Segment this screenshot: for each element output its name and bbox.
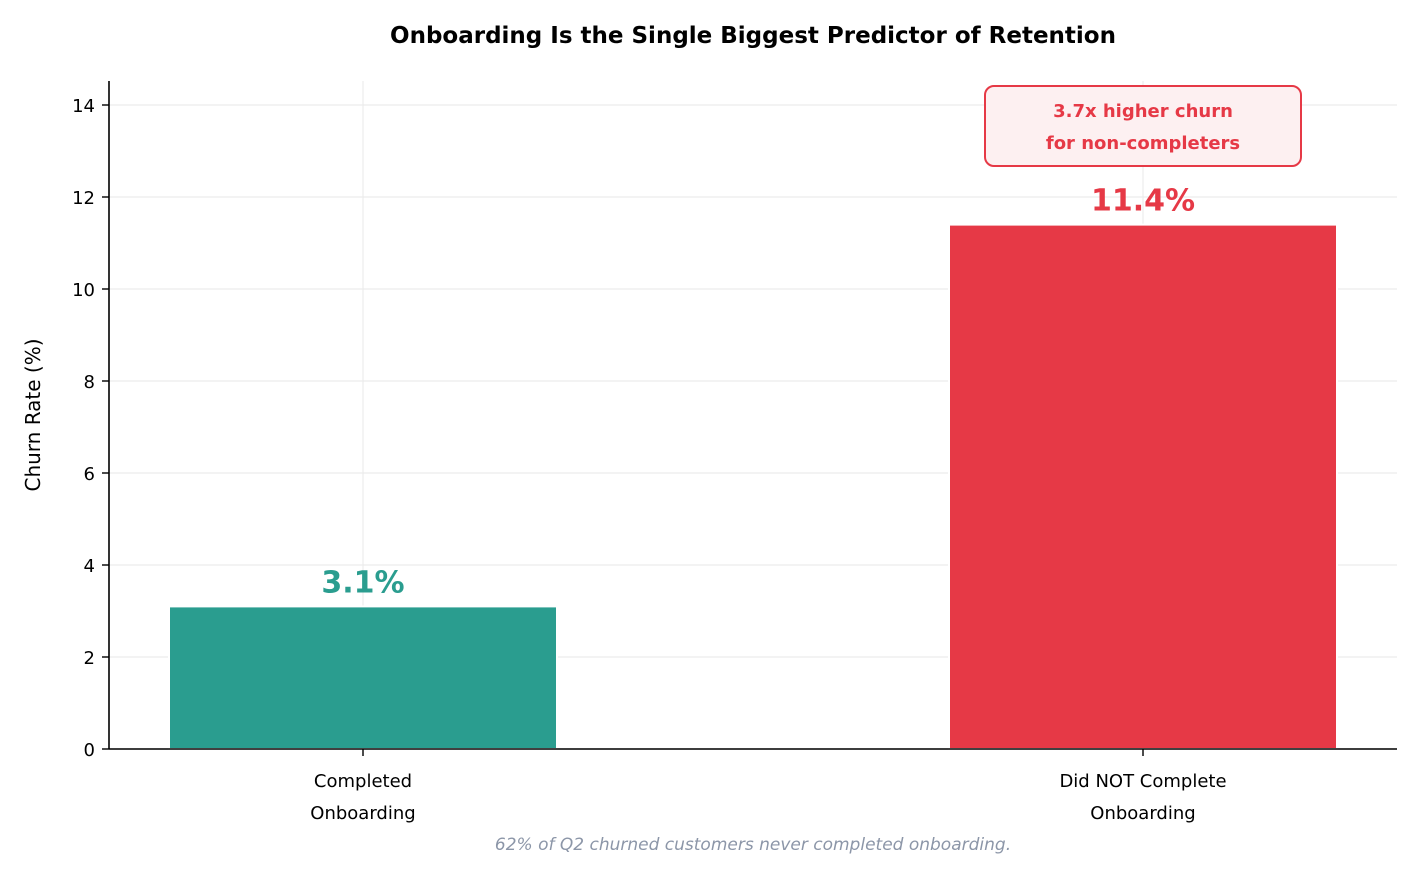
bar	[948, 223, 1338, 751]
chart-title: Onboarding Is the Single Biggest Predict…	[390, 23, 1116, 49]
x-ticks: Completed Onboarding Did NOT Complete Onboa…	[310, 749, 1227, 824]
y-tick-label: 0	[84, 740, 95, 761]
y-ticks: 0 2 4 6 8 10 12 14	[72, 96, 109, 761]
bars	[168, 223, 1338, 751]
bar-value-labels: 3.1% 11.4%	[321, 184, 1195, 601]
footnote: 62% of Q2 churned customers never comple…	[495, 835, 1011, 855]
annotation-callout: 3.7x higher churn for non-completers	[984, 85, 1302, 167]
bar-value-label: 3.1%	[321, 565, 404, 600]
x-tick-label: Did NOT Complete Onboarding	[1059, 771, 1226, 824]
y-tick-label: 14	[72, 96, 95, 117]
callout-text: 3.7x higher churn for non-completers	[1046, 101, 1240, 154]
x-tick-label: Completed Onboarding	[310, 771, 415, 824]
y-tick-label: 12	[72, 188, 95, 209]
callout-box	[984, 85, 1302, 167]
y-tick-label: 2	[84, 648, 95, 669]
y-tick-label: 4	[84, 556, 95, 577]
y-axis-label: Churn Rate (%)	[21, 338, 45, 491]
bar	[168, 605, 558, 751]
y-tick-label: 6	[84, 464, 95, 485]
bar-value-label: 11.4%	[1091, 184, 1195, 219]
y-tick-label: 10	[72, 280, 95, 301]
axes	[108, 81, 1397, 750]
y-tick-label: 8	[84, 372, 95, 393]
